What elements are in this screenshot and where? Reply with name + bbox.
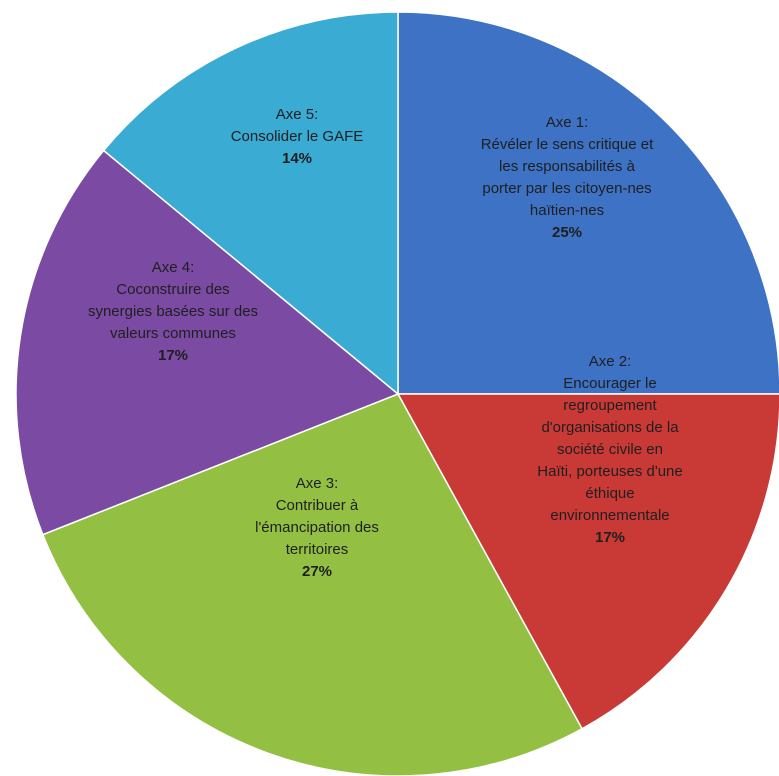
slice-description-line: éthique: [585, 485, 634, 502]
slice-description-line: Consolider le GAFE: [231, 128, 364, 145]
slice-description-line: société civile en: [557, 441, 663, 458]
slice-description-line: synergies basées sur des: [88, 303, 258, 320]
slice-label-axe-4: Axe 4: Coconstruire des synergies basées s…: [88, 259, 258, 364]
slice-percent-label: 17%: [595, 529, 625, 546]
pie-slices: [15, 11, 779, 776]
slice-axis-title: Axe 1:: [546, 114, 589, 131]
slice-axis-title: Axe 2:: [589, 353, 632, 370]
slice-description-line: les responsabilités à: [499, 158, 636, 175]
pie-slice-axe-2: [396, 393, 779, 730]
pie-labels: Axe 1: Révéler le sens critique et les res…: [88, 106, 683, 580]
slice-axis-title: Axe 5:: [276, 106, 319, 123]
slice-label-axe-3: Axe 3: Contribuer à l'émancipation des terr…: [255, 475, 379, 580]
slice-percent-label: 17%: [158, 347, 188, 364]
slice-description-line: porter par les citoyen-nes: [482, 180, 651, 197]
slice-percent-label: 25%: [552, 224, 582, 241]
slice-description-line: territoires: [286, 541, 349, 558]
slice-description-line: Encourager le: [563, 375, 656, 392]
slice-percent-label: 14%: [282, 150, 312, 167]
slice-description-line: Contribuer à: [276, 497, 359, 514]
slice-label-axe-2: Axe 2: Encourager le regroupement d'organis…: [537, 353, 682, 546]
slice-description-line: valeurs communes: [110, 325, 236, 342]
slice-description-line: Coconstruire des: [116, 281, 229, 298]
slice-axis-title: Axe 4:: [152, 259, 195, 276]
pie-slice-axe-5: [102, 11, 399, 396]
slice-description-line: l'émancipation des: [255, 519, 379, 536]
slice-axis-title: Axe 3:: [296, 475, 339, 492]
slice-description-line: haïtien-nes: [530, 202, 604, 219]
slice-percent-label: 27%: [302, 563, 332, 580]
pie-slice-axe-4: [15, 149, 400, 536]
pie-slice-axe-1: [397, 11, 779, 395]
slice-description-line: environnementale: [550, 507, 669, 524]
slice-label-axe-1: Axe 1: Révéler le sens critique et les res…: [481, 114, 654, 241]
slice-description-line: d'organisations de la: [541, 419, 679, 436]
slice-description-line: regroupement: [563, 397, 657, 414]
slice-label-axe-5: Axe 5: Consolider le GAFE 14%: [231, 106, 364, 167]
pie-slice-axe-3: [41, 393, 584, 776]
slice-description-line: Révéler le sens critique et: [481, 136, 654, 153]
slice-description-line: Haïti, porteuses d'une: [537, 463, 682, 480]
